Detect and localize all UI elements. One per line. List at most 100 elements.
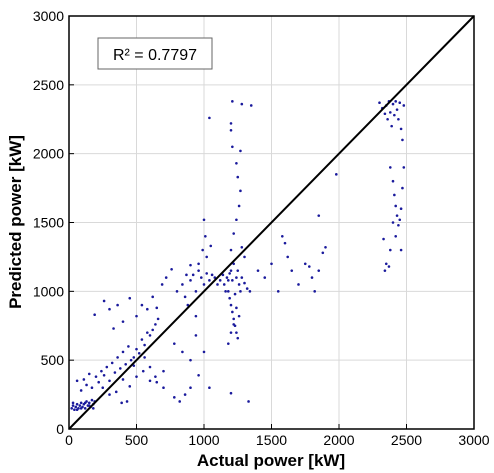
data-point: [93, 313, 96, 317]
data-point: [116, 356, 119, 359]
data-point: [202, 350, 206, 354]
data-point: [228, 272, 231, 275]
data-point: [140, 338, 144, 341]
data-point: [303, 262, 307, 266]
data-point: [189, 263, 192, 267]
data-point: [209, 244, 213, 248]
data-point: [197, 374, 200, 377]
data-point: [317, 214, 321, 217]
data-point: [197, 269, 200, 272]
data-point: [239, 290, 242, 293]
data-point: [202, 283, 206, 286]
data-point: [390, 124, 393, 128]
data-point: [237, 314, 241, 318]
data-point: [183, 393, 187, 396]
data-point: [128, 296, 132, 300]
y-tick-label: 500: [41, 352, 65, 368]
data-point: [228, 296, 231, 300]
data-point: [240, 276, 244, 279]
data-point: [205, 255, 208, 259]
data-point: [208, 116, 211, 120]
data-point: [401, 138, 404, 142]
data-point: [391, 102, 395, 106]
data-point: [391, 179, 395, 183]
data-point: [173, 396, 176, 399]
data-point: [156, 317, 160, 321]
data-point: [110, 361, 114, 365]
data-point: [248, 290, 252, 293]
annotation-box: [97, 37, 213, 70]
data-point: [286, 255, 290, 259]
data-point: [283, 241, 287, 245]
data-point: [121, 320, 125, 323]
data-point: [100, 369, 103, 373]
data-point: [235, 218, 238, 222]
data-point: [232, 323, 235, 326]
data-point: [391, 221, 395, 224]
data-point: [308, 265, 311, 268]
data-point: [137, 351, 141, 355]
data-point: [113, 371, 117, 374]
data-point: [399, 127, 403, 131]
data-point: [208, 386, 211, 390]
data-point: [395, 214, 399, 217]
data-point: [229, 303, 233, 307]
data-point: [237, 283, 241, 286]
data-point: [240, 245, 244, 249]
data-point: [154, 375, 157, 378]
data-point: [243, 255, 246, 259]
y-axis-ticks: 0 500 1000 1500 2000 2500 3000: [33, 8, 74, 437]
data-point: [79, 407, 83, 410]
data-point: [395, 108, 399, 111]
data-point: [397, 223, 400, 227]
data-point: [297, 283, 300, 286]
data-point: [317, 269, 321, 272]
data-point: [151, 328, 154, 332]
data-point: [394, 100, 398, 103]
data-point: [124, 362, 127, 366]
data-point: [236, 175, 240, 179]
data-point: [114, 390, 118, 394]
data-point: [74, 405, 78, 409]
x-tick-label: 0: [65, 432, 73, 448]
data-point: [87, 372, 91, 376]
data-point: [398, 218, 402, 222]
data-point: [398, 101, 402, 105]
data-point: [383, 112, 387, 116]
data-point: [175, 290, 179, 293]
data-point: [290, 269, 294, 272]
data-point: [125, 400, 129, 403]
data-point: [127, 345, 130, 348]
y-tick-label: 0: [56, 421, 64, 437]
data-point: [236, 336, 240, 340]
data-point: [218, 279, 222, 282]
data-point: [229, 391, 233, 395]
data-point: [85, 383, 88, 387]
data-point: [231, 310, 234, 314]
data-point: [402, 104, 406, 107]
data-points: [70, 100, 406, 412]
data-point: [75, 408, 79, 412]
data-point: [102, 374, 106, 377]
data-point: [387, 265, 391, 268]
data-point: [83, 407, 87, 410]
r-squared-annotation: R² = 0.7797: [97, 37, 213, 70]
data-point: [270, 262, 273, 266]
data-point: [383, 269, 387, 272]
data-point: [71, 404, 75, 407]
data-point: [393, 193, 396, 197]
y-tick-label: 1500: [33, 215, 64, 231]
data-point: [120, 401, 123, 405]
x-tick-label: 500: [125, 432, 149, 448]
data-point: [164, 276, 168, 279]
data-point: [245, 287, 249, 290]
data-point: [200, 276, 203, 279]
data-point: [210, 273, 214, 277]
data-point: [397, 117, 400, 121]
data-point: [132, 356, 136, 359]
data-point: [235, 331, 238, 334]
data-point: [191, 273, 195, 277]
data-point: [132, 364, 136, 367]
data-point: [94, 375, 98, 378]
x-tick-label: 1500: [256, 432, 287, 448]
